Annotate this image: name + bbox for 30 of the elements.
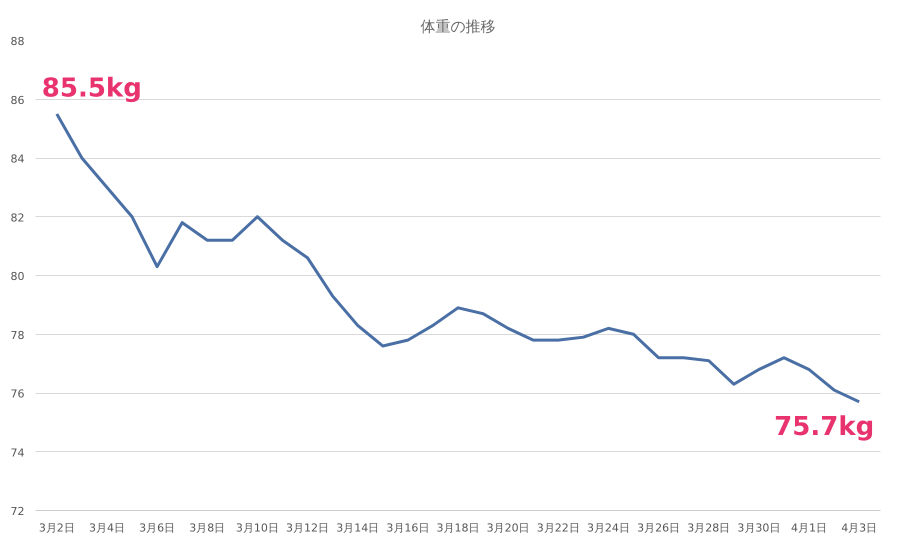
x-tick-label: 4月1日 [791, 522, 828, 534]
y-tick-label: 88 [10, 35, 25, 48]
x-tick-label: 3月28日 [687, 522, 730, 534]
x-tick-label: 3月14日 [336, 522, 380, 534]
x-tick-label: 3月18日 [436, 522, 480, 534]
y-tick-label: 76 [10, 388, 25, 400]
x-tick-label: 3月26日 [637, 522, 680, 534]
x-tick-label: 3月8日 [189, 522, 226, 534]
y-tick-label: 74 [10, 446, 25, 460]
x-tick-label: 3月16日 [386, 522, 430, 534]
x-tick-label: 3月2日 [38, 522, 75, 534]
line-series [55, 112, 861, 404]
y-tick-label: 84 [10, 152, 25, 166]
chart-title: 体重の推移 [420, 18, 496, 36]
y-tick-label: 72 [10, 505, 25, 518]
annotation: 85.5kg [42, 74, 142, 104]
annotation: 75.7kg [774, 412, 874, 442]
x-tick-label: 3月24日 [586, 522, 630, 534]
x-tick-label: 3月12日 [286, 522, 330, 534]
x-tick-label: 3月4日 [88, 522, 125, 534]
y-tick-label: 78 [10, 328, 25, 342]
x-tick-label: 3月22日 [536, 522, 580, 534]
x-tick-label: 3月6日 [139, 522, 176, 534]
x-tick-label: 3月20日 [486, 522, 530, 534]
y-tick-label: 86 [10, 94, 25, 107]
y-tick-label: 82 [10, 211, 25, 224]
y-tick-label: 80 [10, 270, 25, 283]
x-tick-label: 3月10日 [236, 522, 279, 534]
x-tick-label: 3月30日 [737, 522, 780, 534]
x-tick-label: 4月3日 [841, 522, 878, 534]
